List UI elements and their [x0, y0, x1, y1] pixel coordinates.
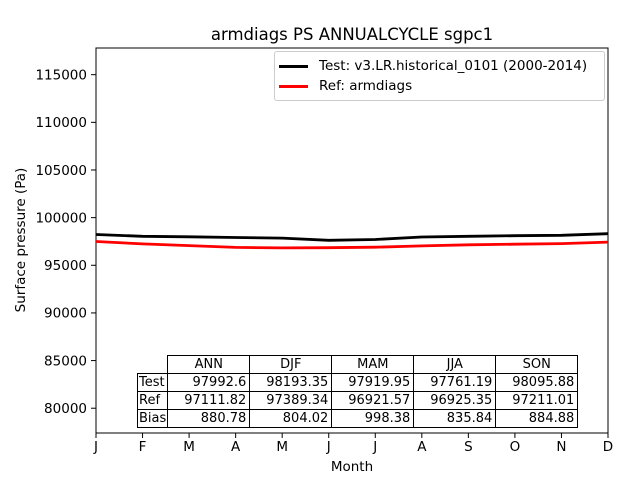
x-tick-label: M [183, 439, 195, 455]
stats-cell: 97111.82 [167, 391, 251, 410]
stats-corner-spacer [138, 356, 168, 374]
y-tick-label: 110000 [35, 115, 87, 131]
stats-cell: 97919.95 [331, 373, 415, 392]
stats-cell: 97761.19 [413, 373, 497, 392]
x-tick-label: D [603, 439, 613, 455]
y-tick-label: 115000 [35, 67, 87, 83]
y-axis-label: Surface pressure (Pa) [13, 167, 29, 313]
x-tick-label: J [372, 439, 377, 455]
stats-cell: 96925.35 [413, 391, 497, 410]
legend-entry-test: Test: v3.LR.historical_0101 (2000-2014) [279, 56, 596, 76]
legend: Test: v3.LR.historical_0101 (2000-2014) … [274, 51, 605, 101]
x-tick-label: S [464, 439, 473, 455]
stats-row-test: Test 97992.6 98193.35 97919.95 97761.19 … [136, 373, 579, 392]
x-axis-label: Month [330, 459, 374, 475]
stats-row-label: Test [136, 373, 169, 392]
y-tick-label: 90000 [44, 306, 87, 322]
stats-cell: 97992.6 [167, 373, 251, 392]
stats-col-header: SON [495, 355, 579, 374]
y-tick-label: 80000 [44, 401, 87, 417]
stats-cell: 998.38 [331, 409, 415, 428]
y-tick-label: 105000 [35, 163, 87, 179]
stats-row-label: Bias [136, 409, 169, 428]
y-tick-label: 100000 [35, 210, 87, 226]
stats-cell: 97211.01 [495, 391, 579, 410]
test-line-swatch [279, 64, 308, 68]
stats-col-header: JJA [413, 355, 497, 374]
legend-label-ref: Ref: armdiags [319, 78, 413, 94]
x-tick-label: F [139, 439, 147, 455]
stats-col-header: DJF [249, 355, 333, 374]
stats-row-bias: Bias 880.78 804.02 998.38 835.84 884.88 [136, 409, 579, 428]
stats-cell: 884.88 [495, 409, 579, 428]
stats-cell: 97389.34 [249, 391, 333, 410]
y-tick-label: 85000 [44, 353, 87, 369]
x-tick-label: J [93, 439, 98, 455]
stats-cell: 96921.57 [331, 391, 415, 410]
stats-cell: 835.84 [413, 409, 497, 428]
x-tick-label: M [276, 439, 288, 455]
stats-col-header: ANN [167, 355, 251, 374]
stats-header-row: ANN DJF MAM JJA SON [138, 355, 579, 374]
y-tick-label: 95000 [44, 258, 87, 274]
stats-cell: 98193.35 [249, 373, 333, 392]
stats-row-label: Ref [136, 391, 169, 410]
legend-entry-ref: Ref: armdiags [279, 76, 596, 96]
legend-label-test: Test: v3.LR.historical_0101 (2000-2014) [319, 58, 588, 74]
x-tick-label: A [231, 439, 241, 455]
stats-cell: 880.78 [167, 409, 251, 428]
stats-cell: 98095.88 [495, 373, 579, 392]
x-tick-label: O [510, 439, 521, 455]
stats-row-ref: Ref 97111.82 97389.34 96921.57 96925.35 … [136, 391, 579, 410]
ref-line [95, 240, 609, 250]
stats-col-header: MAM [331, 355, 415, 374]
plot-frame [95, 47, 609, 434]
stats-cell: 804.02 [249, 409, 333, 428]
x-tick-label: N [556, 439, 566, 455]
stats-table: ANN DJF MAM JJA SON Test 97992.6 98193.3… [136, 355, 579, 428]
x-tick-label: A [417, 439, 427, 455]
chart-title: armdiags PS ANNUALCYCLE sgpc1 [210, 25, 494, 44]
x-tick-label: J [326, 439, 331, 455]
test-line [95, 232, 609, 242]
ref-line-swatch [279, 84, 308, 88]
